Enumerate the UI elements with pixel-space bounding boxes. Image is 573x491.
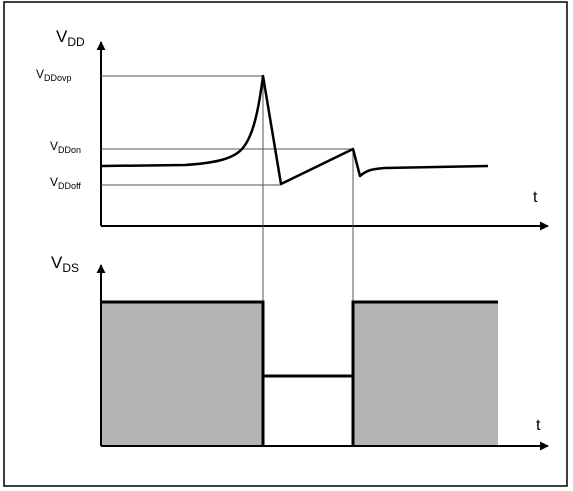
vds-waveform <box>101 300 498 446</box>
vdd-waveform <box>100 74 489 186</box>
vddon-label: VDDon <box>50 139 81 155</box>
top-time-label: t <box>533 189 538 206</box>
vddovp-label: VDDovp <box>36 67 72 83</box>
bottom-time-label: t <box>536 417 541 434</box>
diagram-frame <box>3 1 568 487</box>
vds-high-region-2 <box>353 302 498 446</box>
vddoff-label: VDDoff <box>50 175 81 191</box>
vds-high-region-1 <box>101 302 263 446</box>
vdd-axis-label: VDD <box>56 27 85 49</box>
vds-axis-label: VDS <box>51 253 79 275</box>
